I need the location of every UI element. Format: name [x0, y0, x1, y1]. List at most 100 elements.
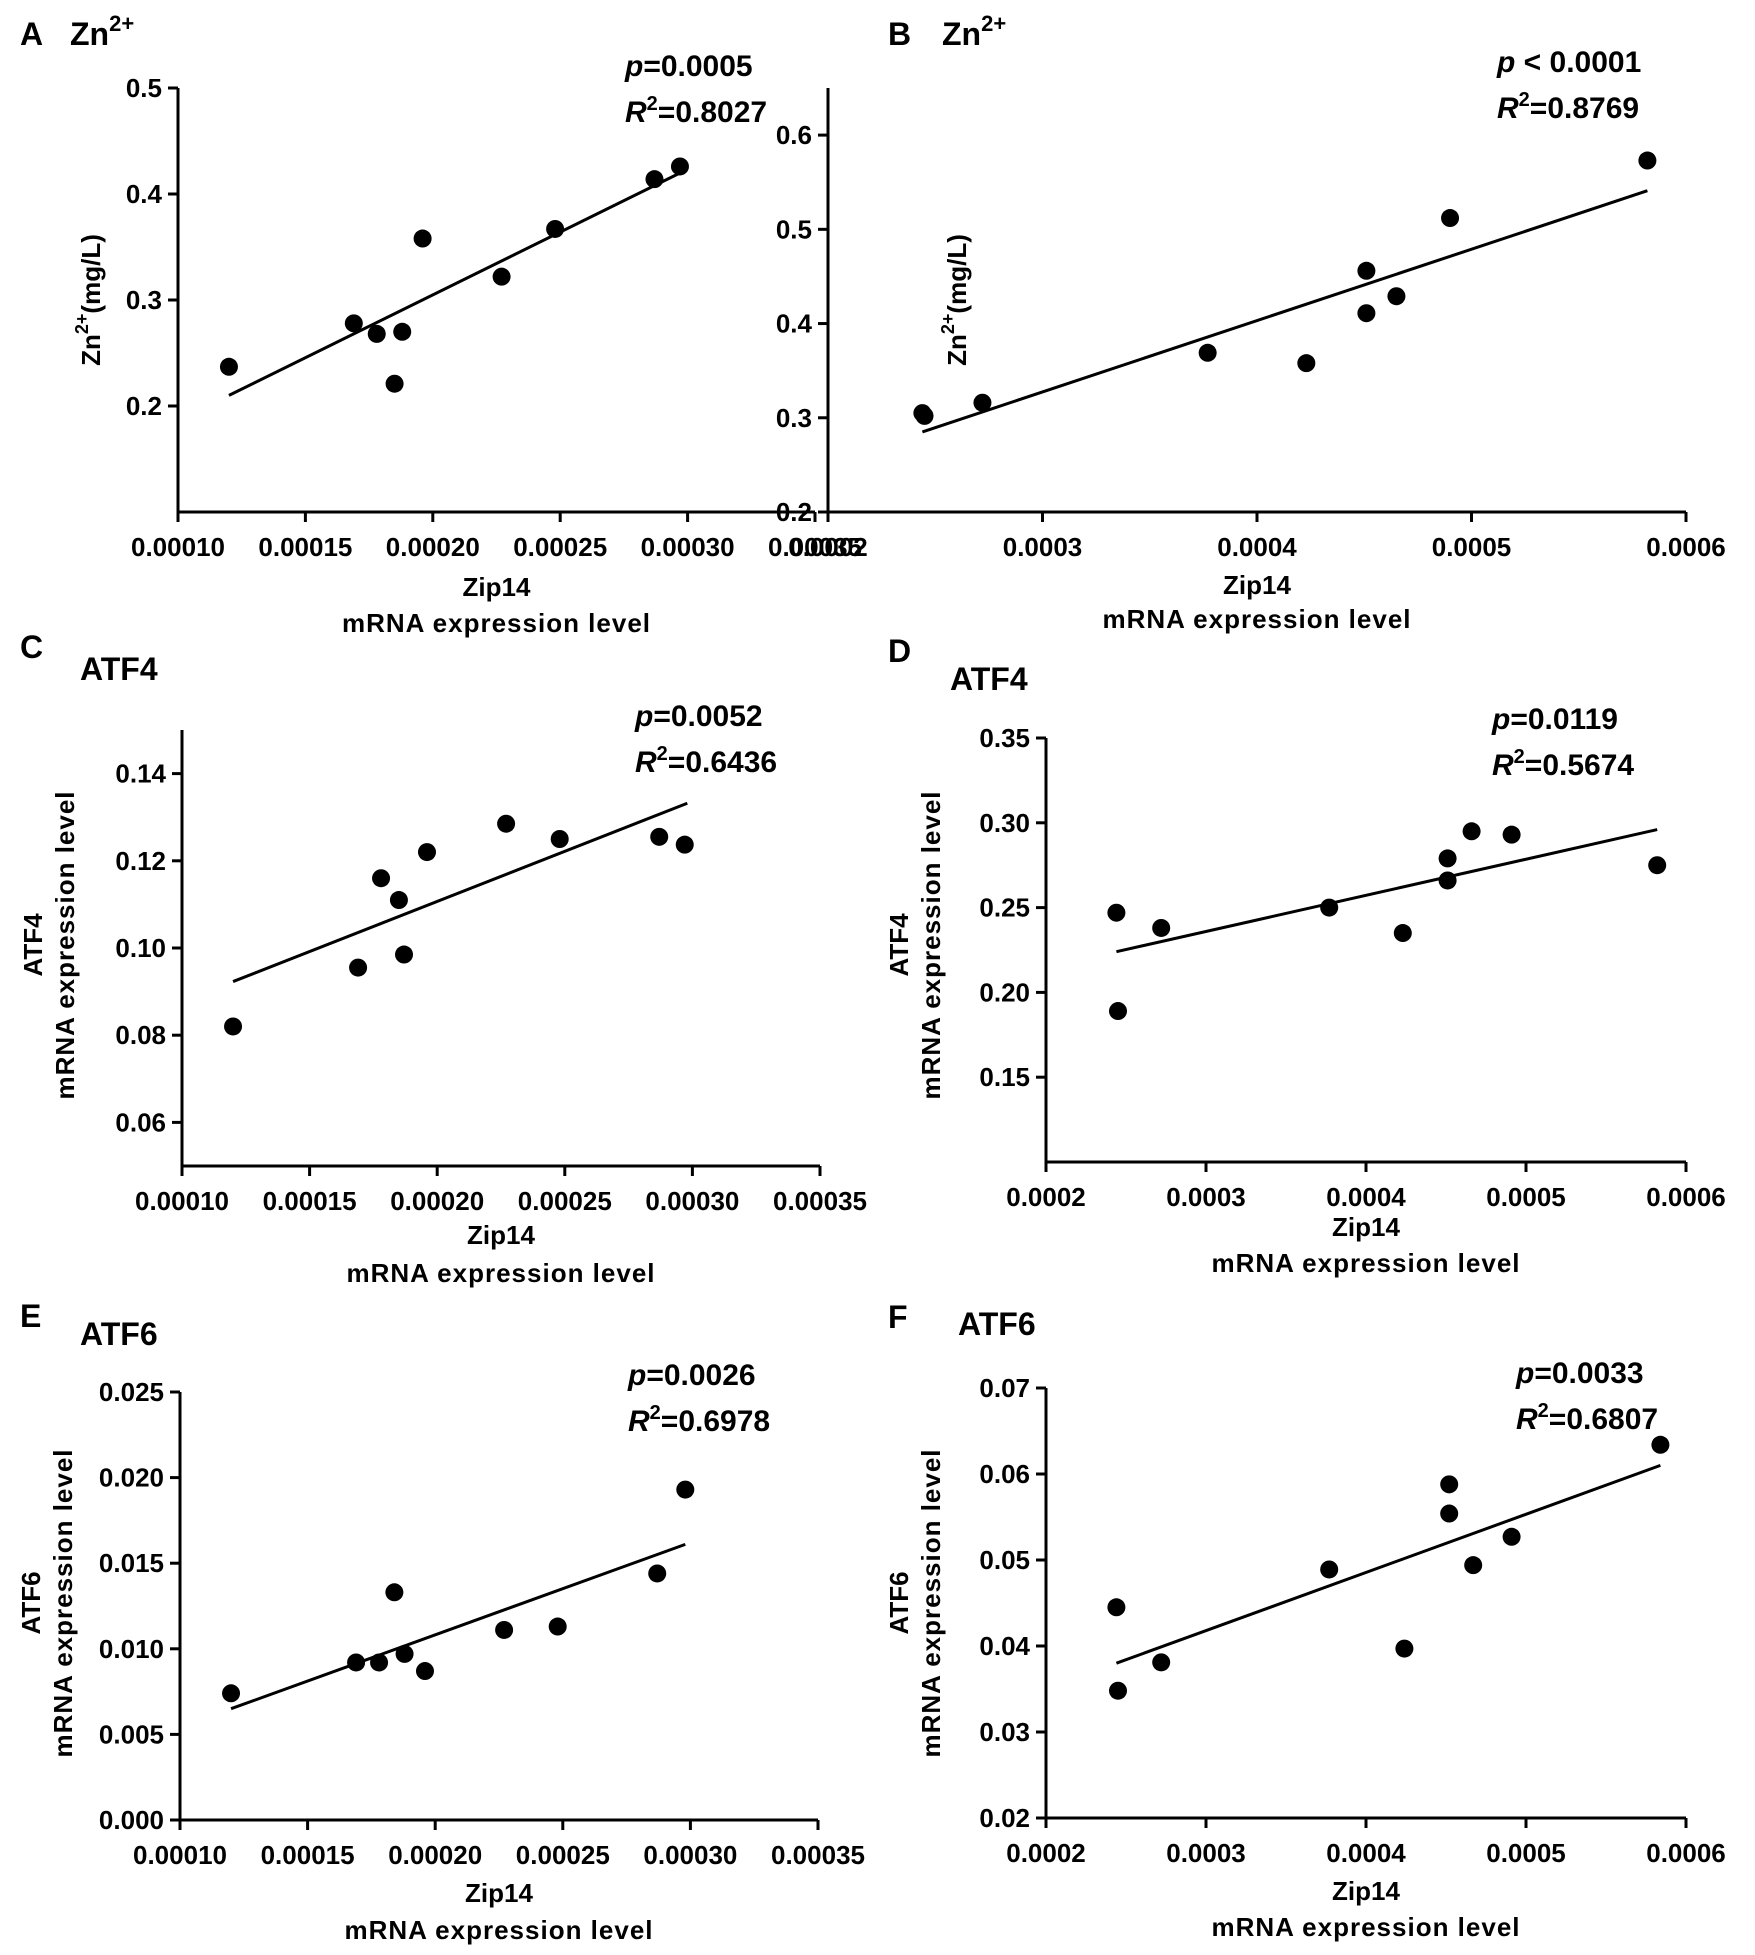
data-point [1438, 849, 1457, 868]
x-tick-label: 0.00030 [641, 532, 735, 562]
x-tick-label: 0.00020 [388, 1840, 482, 1870]
x-tick-label: 0.0002 [1006, 1838, 1086, 1868]
panel-letter: A [20, 16, 43, 52]
data-point [645, 170, 664, 189]
data-point [1462, 822, 1481, 841]
r-squared: R2=0.6807 [1516, 1400, 1658, 1436]
x-tick-label: 0.0002 [1006, 1182, 1086, 1212]
regression-line [1116, 828, 1658, 954]
panel-title: Zn2+ [70, 11, 134, 52]
data-point [224, 1017, 243, 1036]
x-tick-label: 0.0003 [1003, 532, 1083, 562]
x-tick-label: 0.00020 [390, 1186, 484, 1216]
data-point [349, 958, 368, 977]
axis-lines [1044, 1388, 1686, 1820]
data-point [417, 843, 436, 862]
data-point [670, 157, 689, 176]
panel-letter: C [20, 629, 43, 665]
r-squared: R2=0.8769 [1497, 89, 1639, 125]
data-point [1651, 1435, 1670, 1454]
x-tick-label: 0.00010 [133, 1840, 227, 1870]
x-axis-label-line2: mRNA expression level [346, 1258, 655, 1288]
panel-f: 0.0002 0.0003 0.0004 0.0005 0.0006 0.02 0.03 0.… [884, 1299, 1726, 1942]
axis-lines [178, 1392, 818, 1822]
data-point [367, 324, 386, 343]
y-axis-label: ATF4 [18, 913, 48, 977]
x-tick-label: 0.00025 [513, 532, 607, 562]
x-tick-label: 0.00025 [518, 1186, 612, 1216]
p-value: p=0.0026 [627, 1359, 756, 1392]
y-tick-label: 0.015 [99, 1548, 164, 1578]
x-tick-label: 0.00010 [135, 1186, 229, 1216]
data-point [1638, 151, 1657, 170]
regression-line [921, 189, 1648, 434]
r-squared: R2=0.8027 [625, 93, 767, 129]
data-point [548, 1617, 567, 1636]
data-point [973, 393, 992, 412]
data-point [1320, 898, 1339, 917]
y-tick-label: 0.10 [115, 933, 166, 963]
data-point [1109, 1002, 1127, 1021]
data-point [219, 357, 238, 376]
y-axis-label: Zn2+(mg/L) [938, 234, 972, 366]
panel-letter: B [888, 16, 911, 52]
x-tick-label: 0.0004 [1326, 1838, 1406, 1868]
y-tick-label: 0.5 [126, 73, 162, 103]
x-axis-label-line2: mRNA expression level [1211, 1912, 1520, 1942]
data-point [389, 891, 408, 910]
data-point [395, 1644, 414, 1663]
data-point [1357, 304, 1376, 323]
r-squared: R2=0.6978 [628, 1402, 770, 1438]
x-axis-label-line2: mRNA expression level [1211, 1248, 1520, 1278]
panel-title: ATF4 [950, 661, 1028, 697]
axis-lines [180, 730, 820, 1168]
p-value: p=0.0052 [634, 700, 763, 733]
data-point [1152, 1653, 1171, 1672]
data-point [222, 1684, 241, 1703]
y-tick-label: 0.02 [979, 1803, 1030, 1833]
x-axis-label-line2: mRNA expression level [344, 1915, 653, 1945]
y-tick-label: 0.06 [979, 1459, 1030, 1489]
x-tick-label: 0.00010 [131, 532, 225, 562]
data-point [676, 1480, 695, 1499]
data-point [347, 1653, 366, 1672]
data-point [495, 1620, 514, 1639]
y-tick-label: 0.04 [979, 1631, 1030, 1661]
y-axis-label-line2: mRNA expression level [50, 790, 80, 1099]
y-tick-label: 0.06 [115, 1107, 166, 1137]
x-tick-label: 0.0003 [1166, 1838, 1246, 1868]
data-point [675, 835, 694, 854]
y-tick-label: 0.000 [99, 1805, 164, 1835]
y-axis-label-line2: mRNA expression level [916, 790, 946, 1099]
data-point [344, 314, 363, 333]
data-point [1198, 343, 1217, 362]
y-tick-label: 0.07 [979, 1373, 1030, 1403]
x-tick-label: 0.00035 [768, 532, 862, 562]
y-tick-label: 0.4 [776, 309, 813, 339]
y-tick-label: 0.05 [979, 1545, 1030, 1575]
axis-lines [1044, 738, 1686, 1164]
regression-line [230, 1542, 686, 1711]
x-tick-label: 0.00035 [773, 1186, 867, 1216]
data-point [385, 374, 404, 393]
y-tick-label: 0.005 [99, 1719, 164, 1749]
data-point [370, 1653, 389, 1672]
y-tick-label: 0.025 [99, 1377, 164, 1407]
regression-line [228, 170, 684, 397]
y-tick-label: 0.20 [979, 977, 1030, 1007]
panel-letter: F [888, 1299, 908, 1335]
y-tick-label: 0.6 [776, 120, 812, 150]
panel-b: 0.0002 0.0003 0.0004 0.0005 0.0006 0.2 0.3 0.4 0… [776, 11, 1726, 634]
data-point [1152, 918, 1171, 937]
data-point [1440, 1475, 1459, 1494]
y-tick-label: 0.2 [776, 497, 812, 527]
x-tick-label: 0.00015 [261, 1840, 355, 1870]
y-axis-label: Zn2+(mg/L) [72, 234, 106, 366]
data-point [1648, 856, 1667, 875]
y-tick-label: 0.4 [126, 179, 163, 209]
y-axis-label: ATF6 [16, 1571, 46, 1634]
y-axis-label: ATF4 [884, 913, 914, 977]
data-point [492, 267, 511, 286]
x-tick-label: 0.0006 [1646, 532, 1726, 562]
